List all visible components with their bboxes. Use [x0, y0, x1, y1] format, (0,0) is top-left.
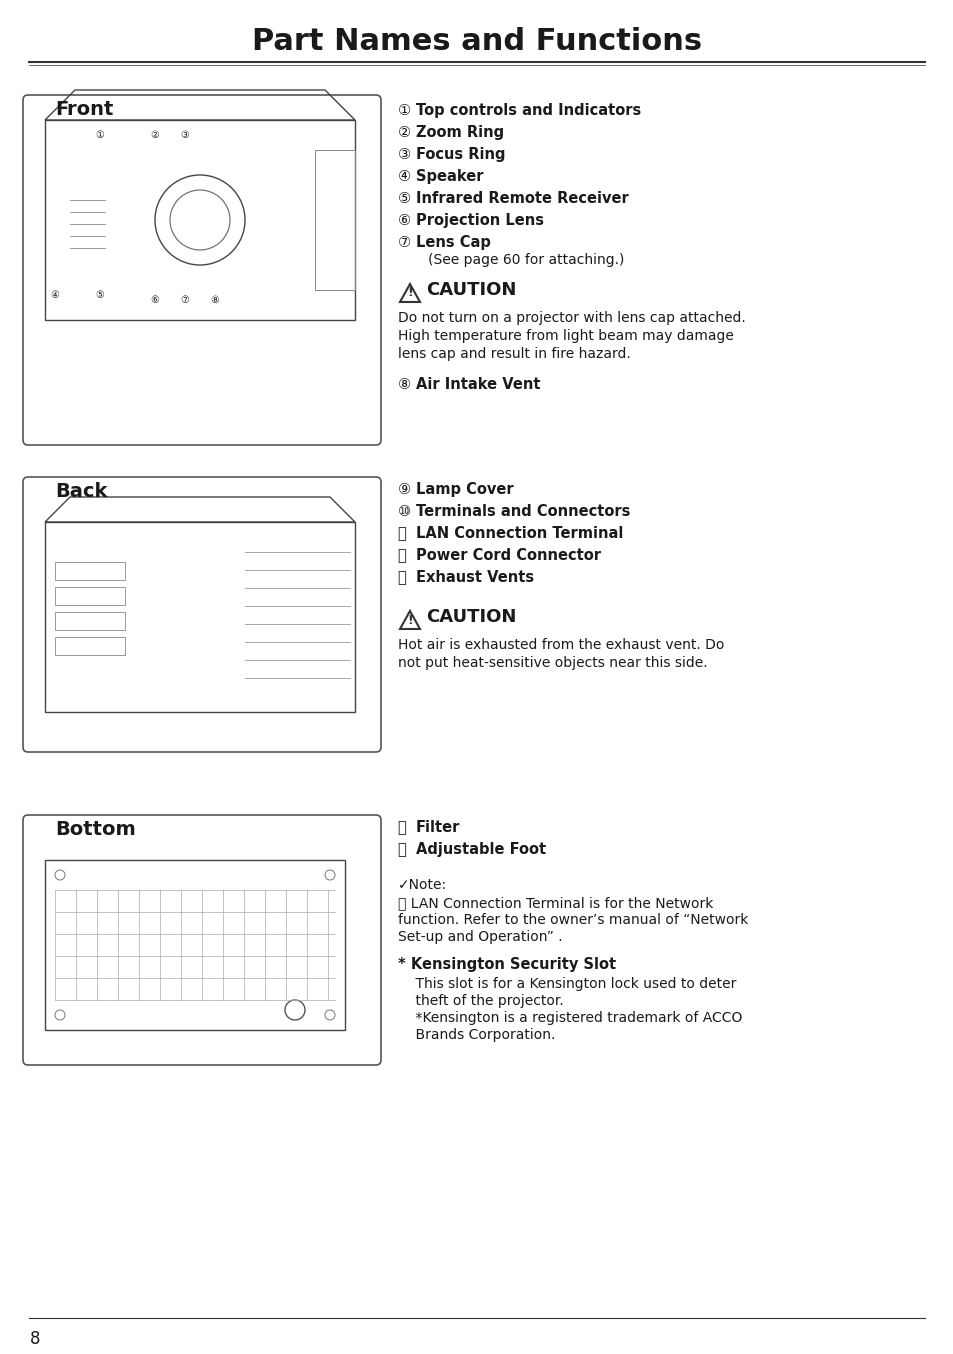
Text: !: ! [407, 287, 413, 299]
Text: Brands Corporation.: Brands Corporation. [397, 1028, 555, 1043]
Text: ⑨: ⑨ [397, 482, 416, 497]
Text: (See page 60 for attaching.): (See page 60 for attaching.) [428, 253, 623, 267]
Text: ②: ② [397, 125, 416, 139]
Text: *Kensington is a registered trademark of ACCO: *Kensington is a registered trademark of… [397, 1011, 741, 1025]
Text: !: ! [407, 613, 413, 627]
Text: ⑫: ⑫ [397, 548, 411, 563]
Text: ③: ③ [397, 148, 416, 162]
Text: This slot is for a Kensington lock used to deter: This slot is for a Kensington lock used … [397, 978, 736, 991]
Text: Bottom: Bottom [55, 821, 135, 839]
Text: ⑩: ⑩ [397, 504, 416, 519]
Text: Power Cord Connector: Power Cord Connector [416, 548, 600, 563]
Text: Projection Lens: Projection Lens [416, 213, 543, 227]
Text: ⑮: ⑮ [397, 842, 411, 857]
FancyBboxPatch shape [23, 477, 380, 751]
Text: Lamp Cover: Lamp Cover [416, 482, 513, 497]
Text: ⑤: ⑤ [397, 191, 416, 206]
Text: CAUTION: CAUTION [426, 608, 516, 626]
Text: High temperature from light beam may damage: High temperature from light beam may dam… [397, 329, 733, 343]
Text: ④: ④ [51, 290, 59, 301]
Text: LAN Connection Terminal: LAN Connection Terminal [416, 525, 622, 542]
Text: ⑪ LAN Connection Terminal is for the Network: ⑪ LAN Connection Terminal is for the Net… [397, 896, 713, 910]
Text: Speaker: Speaker [416, 169, 483, 184]
Text: Exhaust Vents: Exhaust Vents [416, 570, 534, 585]
Text: function. Refer to the owner’s manual of “Network: function. Refer to the owner’s manual of… [397, 913, 747, 927]
Text: ③: ③ [180, 130, 190, 139]
Text: Hot air is exhausted from the exhaust vent. Do: Hot air is exhausted from the exhaust ve… [397, 638, 723, 653]
Text: Infrared Remote Receiver: Infrared Remote Receiver [416, 191, 628, 206]
Text: Filter: Filter [416, 821, 460, 835]
Text: ⑪: ⑪ [397, 525, 411, 542]
Text: * Kensington Security Slot: * Kensington Security Slot [397, 957, 616, 972]
Text: Front: Front [55, 100, 113, 119]
Text: Set-up and Operation” .: Set-up and Operation” . [397, 930, 562, 944]
Text: theft of the projector.: theft of the projector. [397, 994, 563, 1007]
Text: Air Intake Vent: Air Intake Vent [416, 376, 540, 393]
FancyBboxPatch shape [23, 95, 380, 445]
Text: Top controls and Indicators: Top controls and Indicators [416, 103, 640, 118]
Text: lens cap and result in fire hazard.: lens cap and result in fire hazard. [397, 347, 630, 362]
Text: CAUTION: CAUTION [426, 282, 516, 299]
Text: not put heat-sensitive objects near this side.: not put heat-sensitive objects near this… [397, 655, 707, 670]
Text: ⑧: ⑧ [211, 295, 219, 305]
Text: ⑦: ⑦ [180, 295, 190, 305]
Text: ⑤: ⑤ [95, 290, 104, 301]
Text: Do not turn on a projector with lens cap attached.: Do not turn on a projector with lens cap… [397, 311, 745, 325]
Text: ⑭: ⑭ [397, 821, 411, 835]
Text: Terminals and Connectors: Terminals and Connectors [416, 504, 630, 519]
Text: Zoom Ring: Zoom Ring [416, 125, 503, 139]
Text: ⑥: ⑥ [397, 213, 416, 227]
Text: ①: ① [95, 130, 104, 139]
Text: ⑬: ⑬ [397, 570, 411, 585]
Text: ⑦: ⑦ [397, 236, 416, 250]
Text: ④: ④ [397, 169, 416, 184]
Text: 8: 8 [30, 1330, 40, 1349]
Text: ⑧: ⑧ [397, 376, 416, 393]
Text: Lens Cap: Lens Cap [416, 236, 491, 250]
Text: Part Names and Functions: Part Names and Functions [252, 27, 701, 57]
FancyBboxPatch shape [23, 815, 380, 1066]
Text: Focus Ring: Focus Ring [416, 148, 505, 162]
Text: Back: Back [55, 482, 108, 501]
Text: ①: ① [397, 103, 416, 118]
Text: ⑥: ⑥ [151, 295, 159, 305]
Text: Adjustable Foot: Adjustable Foot [416, 842, 545, 857]
Text: ✓Note:: ✓Note: [397, 877, 447, 892]
Text: ②: ② [151, 130, 159, 139]
